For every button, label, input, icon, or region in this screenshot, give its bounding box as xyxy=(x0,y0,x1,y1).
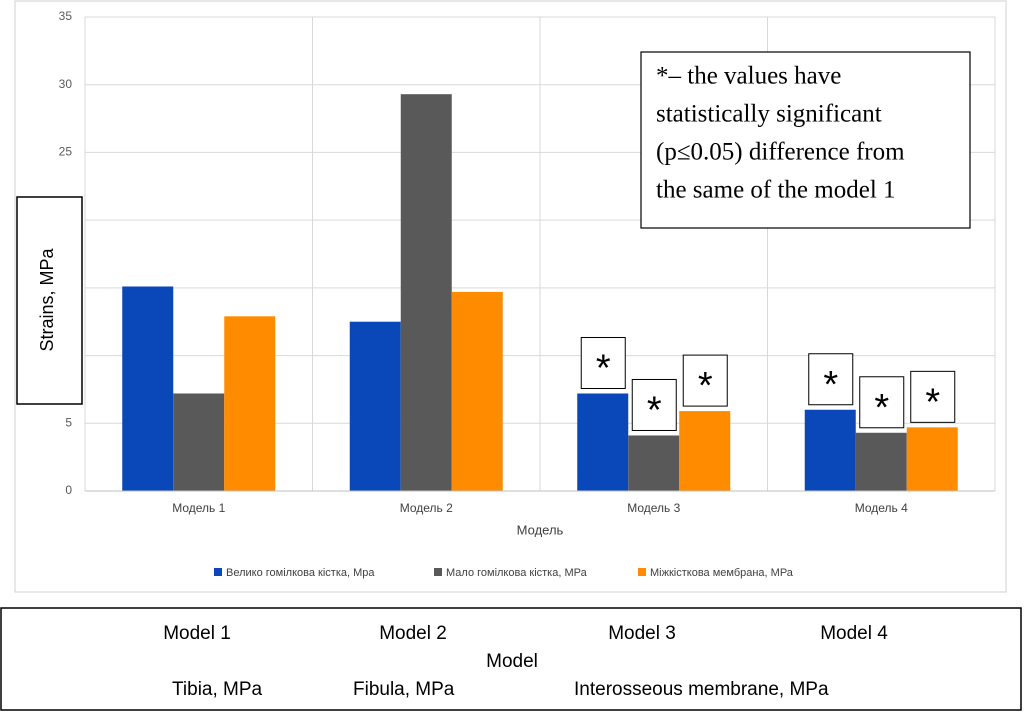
significance-box xyxy=(808,353,854,406)
x-tick-label: Модель 1 xyxy=(172,501,225,515)
y-tick-label: 30 xyxy=(59,77,73,91)
bar xyxy=(400,94,452,492)
bar xyxy=(451,291,503,491)
translation-x-label: Model xyxy=(486,651,538,672)
significance-box xyxy=(682,354,728,407)
x-tick-label: Модель 3 xyxy=(627,501,680,515)
translation-category: Model 4 xyxy=(820,623,888,644)
significance-box xyxy=(910,370,956,423)
y-tick-label: 5 xyxy=(65,415,72,429)
bar xyxy=(173,393,225,491)
significance-marker: * xyxy=(925,381,940,423)
significance-box xyxy=(580,336,626,389)
bar xyxy=(628,435,680,491)
legend-label: Мало гомілкова кістка, МРа xyxy=(446,567,588,579)
bar xyxy=(122,286,174,491)
bar xyxy=(804,409,856,491)
legend-label: Міжкісткова мембрана, МРа xyxy=(650,567,794,579)
note-line: *– the values have xyxy=(656,63,841,90)
legend-swatch xyxy=(638,568,646,576)
legend-swatch xyxy=(214,568,222,576)
legend-swatch xyxy=(434,568,442,576)
translation-box xyxy=(0,607,1022,711)
significance-marker: * xyxy=(698,365,713,407)
significance-marker: * xyxy=(823,364,838,406)
legend-label: Велико гомілкова кістка, Мра xyxy=(226,567,375,579)
y-label-box xyxy=(16,196,83,405)
significance-box xyxy=(859,376,905,429)
translation-series: Interosseous membrane, MPa xyxy=(574,679,829,700)
x-tick-label: Модель 2 xyxy=(400,501,453,515)
note-line: (p≤0.05) difference from xyxy=(656,139,905,166)
bar xyxy=(855,432,907,491)
significance-marker: * xyxy=(874,387,889,429)
note-line: the same of the model 1 xyxy=(656,177,896,204)
significance-marker: * xyxy=(647,390,662,432)
x-tick-label: Модель 4 xyxy=(855,501,908,515)
bar xyxy=(349,321,401,491)
translation-category: Model 1 xyxy=(163,623,231,644)
significance-box xyxy=(631,378,677,431)
y-tick-label: 0 xyxy=(65,483,72,497)
y-tick-label: 25 xyxy=(59,145,73,159)
translation-category: Model 3 xyxy=(608,623,676,644)
bar xyxy=(679,411,731,491)
translation-series: Tibia, MPa xyxy=(172,679,263,700)
y-tick-label: 35 xyxy=(59,9,73,23)
significance-marker: * xyxy=(596,348,611,390)
bar xyxy=(224,316,276,491)
bar xyxy=(577,393,629,491)
note-box xyxy=(640,51,971,229)
note-line: statistically significant xyxy=(656,101,882,128)
bar xyxy=(906,427,958,491)
translation-category: Model 2 xyxy=(379,623,447,644)
x-axis-label: Модель xyxy=(517,522,564,537)
y-axis-label: Strains, MPa xyxy=(37,248,57,352)
translation-series: Fibula, MPa xyxy=(353,679,455,700)
